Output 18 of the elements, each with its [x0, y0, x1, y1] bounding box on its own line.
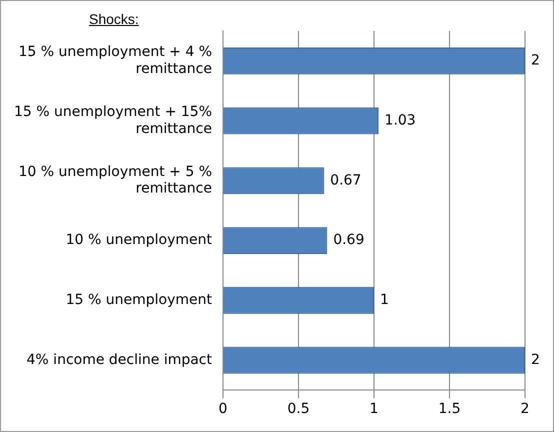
- y-tick-label: 15 % unemployment + 4 % remittance: [18, 44, 212, 77]
- x-tick-label: 2: [520, 401, 530, 418]
- data-label: 1.03: [384, 112, 416, 128]
- data-label: 2: [531, 52, 540, 69]
- text: Shocks:: [89, 11, 139, 27]
- data-label: 1: [380, 292, 389, 308]
- y-tick-label: 4% income decline impact: [26, 352, 213, 368]
- y-tick-label: 10 % unemployment: [66, 232, 213, 248]
- x-tick-label: 1.5: [438, 401, 461, 418]
- data-label: 2: [531, 352, 540, 368]
- y-tick-label: 15 % unemployment + 15% remittance: [14, 104, 212, 137]
- y-tick-label: 15 % unemployment: [66, 292, 213, 308]
- x-tick-label: 0: [218, 401, 228, 418]
- data-label: 0.67: [330, 172, 362, 188]
- data-label: 0.69: [333, 232, 364, 248]
- x-tick-label: 1: [370, 401, 378, 418]
- x-tick-label: 0.5: [287, 401, 310, 418]
- y-tick-label: 10 % unemployment + 5 % remittance: [18, 164, 212, 197]
